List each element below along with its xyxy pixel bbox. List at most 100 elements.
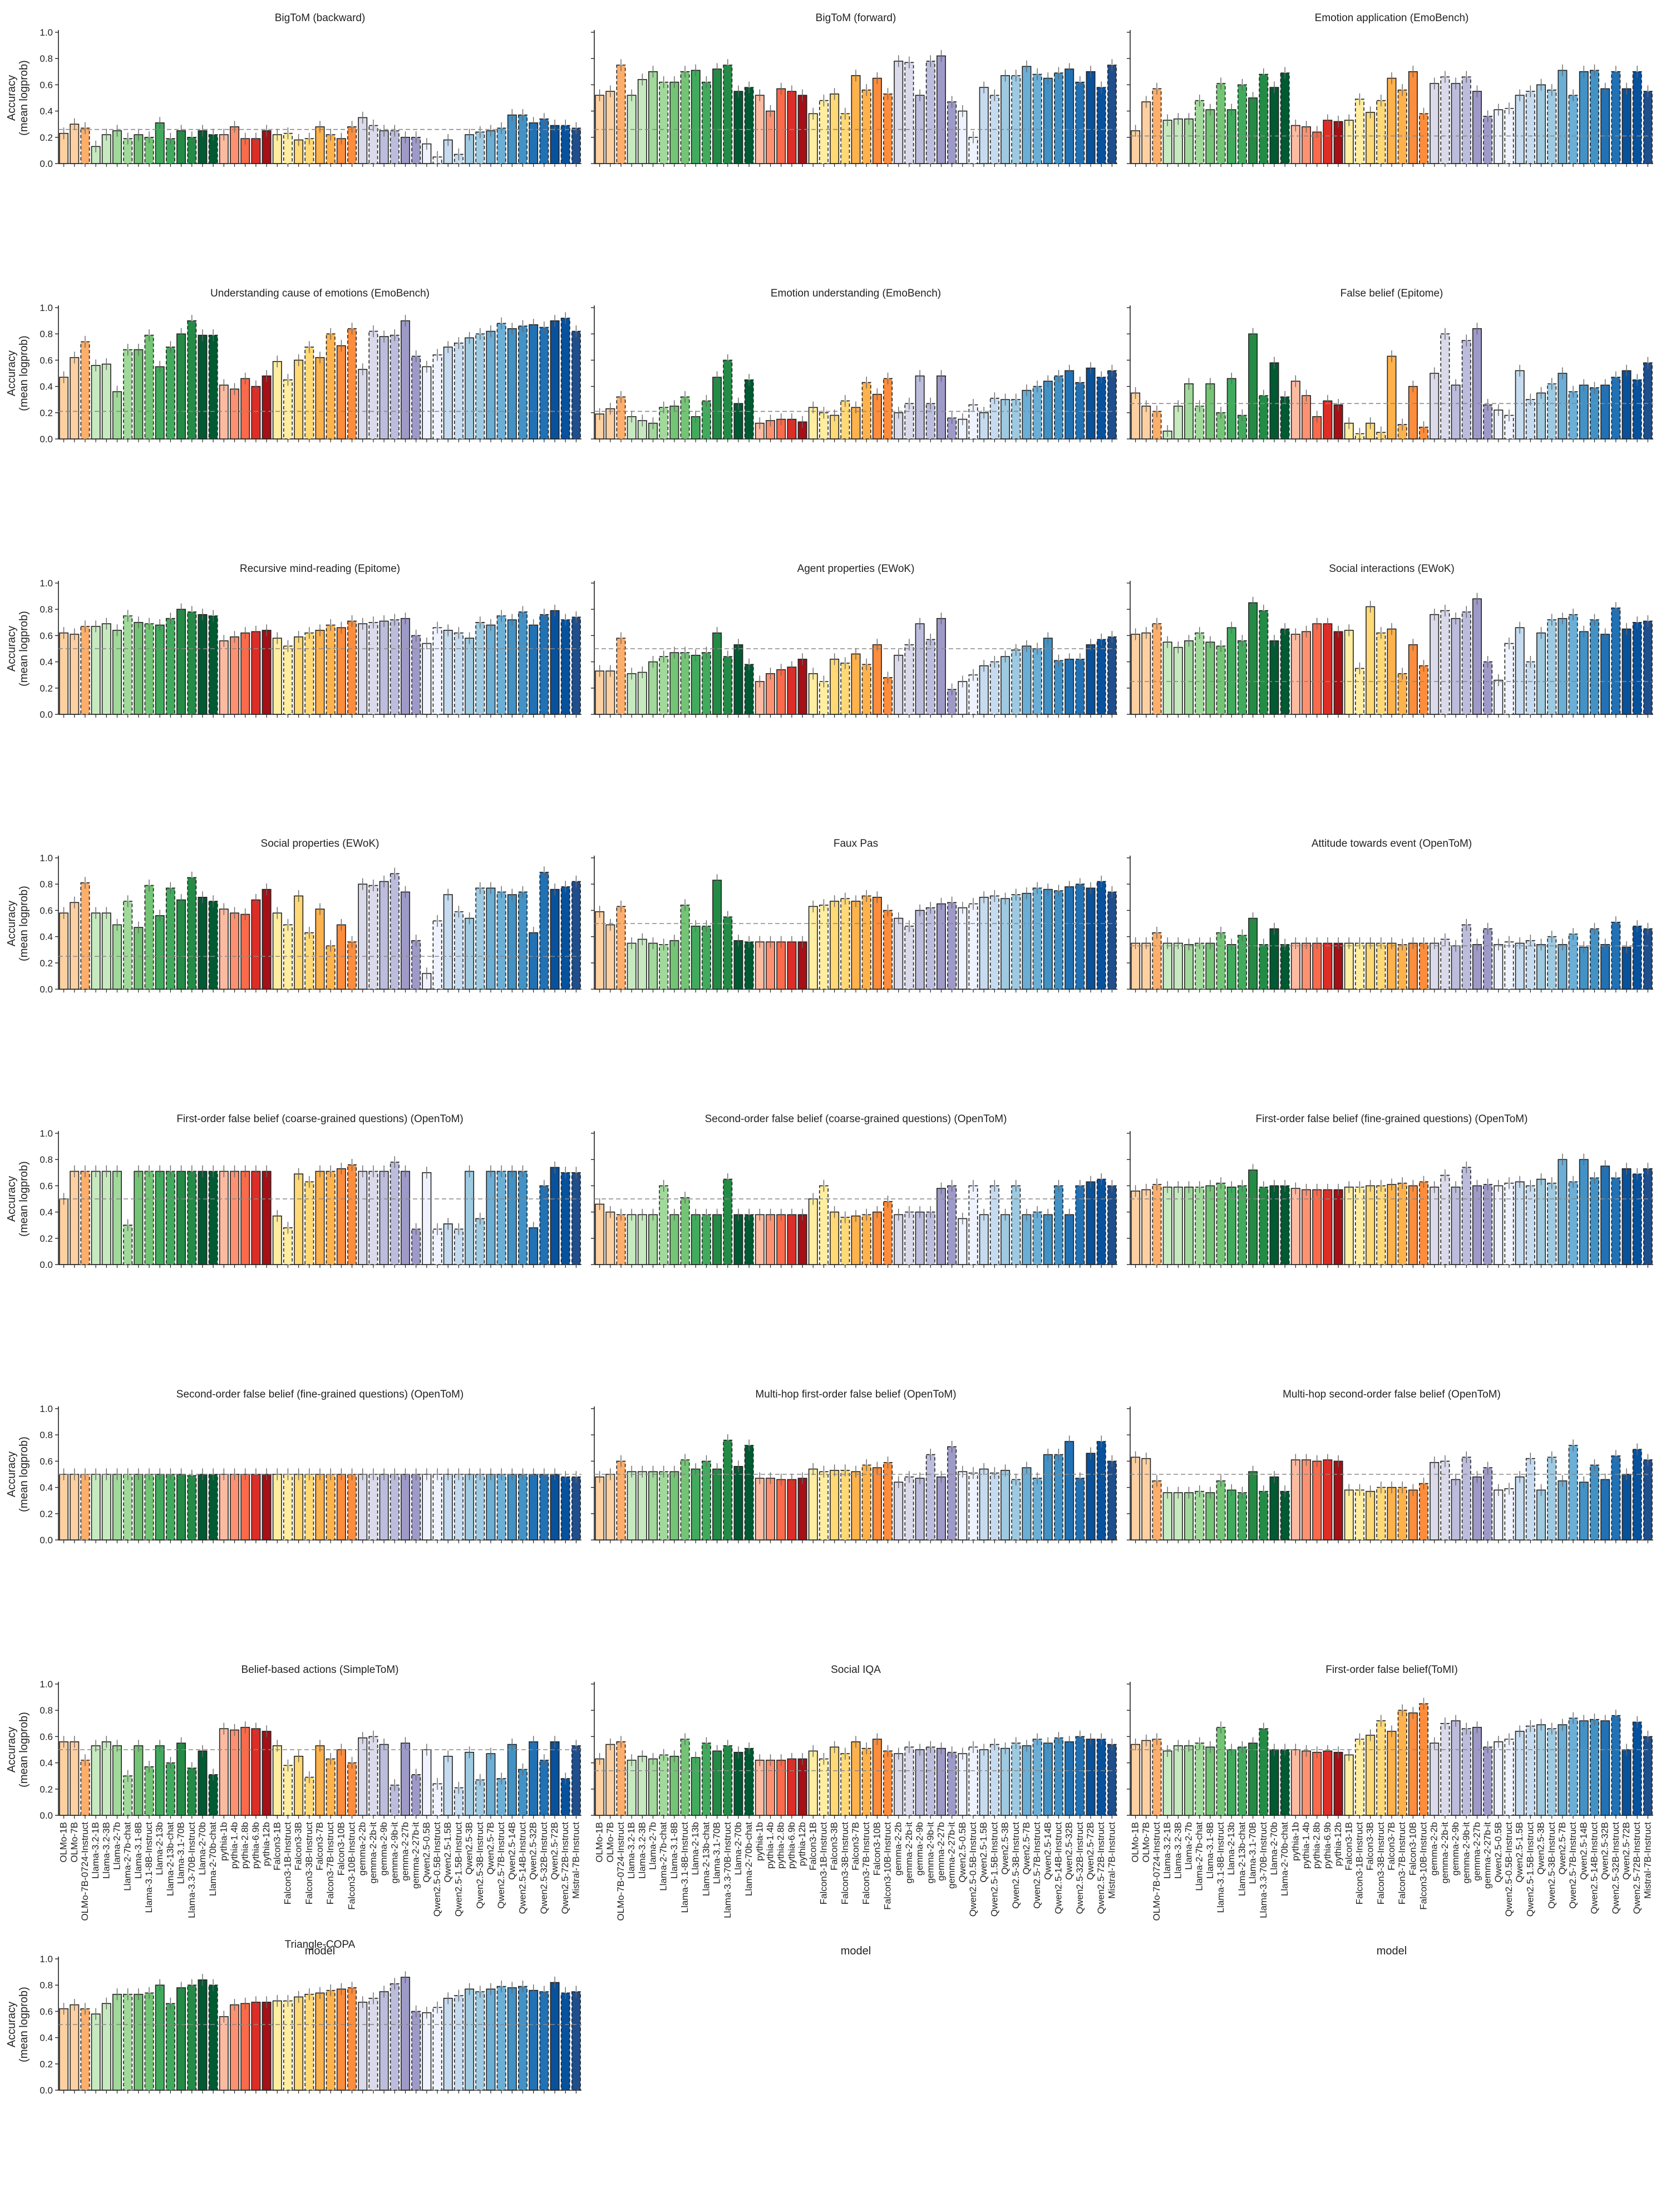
bar <box>1590 928 1599 990</box>
bar <box>637 672 647 715</box>
bar <box>422 1474 432 1540</box>
bar <box>1312 942 1322 990</box>
bar <box>1107 891 1117 990</box>
bar <box>336 1988 346 2091</box>
bar <box>947 902 957 990</box>
bar <box>1152 623 1162 715</box>
bar <box>134 1171 144 1265</box>
bar <box>787 1758 797 1816</box>
bar <box>1547 1456 1557 1540</box>
x-tick-label: Qwen2.5-3B-Instruct <box>1546 1822 1557 1909</box>
bar <box>723 916 733 990</box>
x-tick-label: pythia-1.4b <box>229 1822 240 1869</box>
bar <box>691 1214 701 1265</box>
x-tick-label: gemma-2-9b-it <box>389 1822 400 1884</box>
bar <box>1216 932 1226 990</box>
bar <box>550 1741 560 1816</box>
bar <box>723 1745 733 1816</box>
bar <box>198 334 208 440</box>
bar <box>219 1728 229 1816</box>
bar <box>1173 1492 1183 1540</box>
bar <box>925 1211 935 1265</box>
bar <box>411 356 421 440</box>
bar <box>744 941 754 990</box>
bar <box>101 912 111 990</box>
bar <box>669 1214 679 1265</box>
bar <box>1107 65 1117 164</box>
bar <box>1152 1184 1162 1265</box>
bar <box>1259 610 1269 715</box>
x-axis-label: model <box>1377 1945 1407 1957</box>
bar <box>496 1474 506 1540</box>
bar <box>155 366 165 440</box>
y-tick-label: 0.8 <box>40 1154 53 1165</box>
bar <box>1290 1749 1300 1816</box>
bar <box>1472 598 1482 715</box>
bar <box>1107 370 1117 440</box>
bar <box>787 1479 797 1540</box>
bar <box>1387 77 1397 164</box>
x-tick-label: gemma-2-9b-it <box>925 1822 935 1884</box>
bar <box>1064 886 1075 990</box>
x-tick-label: pythia-1b <box>218 1822 229 1861</box>
bar <box>1366 942 1376 990</box>
bar <box>1419 942 1429 990</box>
bar <box>1568 1445 1578 1540</box>
bar <box>400 320 410 440</box>
panel-20: First-order false belief(ToMI)OLMo-1B OLM… <box>1127 1664 1653 1957</box>
bar <box>1558 1480 1568 1540</box>
bar <box>1000 1747 1011 1816</box>
bar <box>1408 942 1418 990</box>
bar <box>176 609 186 715</box>
x-tick-label: Llama-2-70b <box>733 1822 743 1875</box>
bar <box>840 1217 850 1265</box>
bar <box>1096 377 1106 440</box>
bar <box>529 624 539 715</box>
bar <box>712 1214 722 1265</box>
bar <box>712 880 722 990</box>
bar <box>80 127 90 164</box>
bar <box>1440 1174 1450 1265</box>
bar <box>1312 1751 1322 1816</box>
bar <box>529 932 539 990</box>
bar <box>851 653 861 715</box>
bar <box>819 1758 829 1816</box>
bar <box>904 644 914 715</box>
panel-12: First-order false belief (coarse-grained… <box>6 1113 581 1270</box>
bar <box>861 895 871 990</box>
bar <box>1611 1715 1621 1816</box>
bar <box>496 1986 506 2091</box>
panel-title: Social properties (EWoK) <box>261 838 379 850</box>
bar <box>1184 383 1194 440</box>
bar <box>1333 121 1343 164</box>
bar <box>560 1172 570 1265</box>
bar <box>1131 942 1141 990</box>
bar <box>1419 113 1429 164</box>
bar <box>368 330 378 440</box>
y-tick-label: 0.0 <box>40 1810 53 1821</box>
y-tick-label: 0.2 <box>40 683 53 694</box>
bar <box>1430 373 1440 440</box>
bar <box>744 379 754 440</box>
x-tick-label: OLMo-7B <box>605 1822 615 1863</box>
bar <box>390 1983 400 2091</box>
bar <box>669 940 679 990</box>
y-tick-label: 0.0 <box>40 434 53 445</box>
bar <box>1226 378 1236 440</box>
x-tick-label: Qwen2.5-14B <box>506 1822 517 1880</box>
bar <box>390 1474 400 1540</box>
bar <box>475 1218 485 1265</box>
bar <box>112 1171 122 1265</box>
bar <box>400 891 410 990</box>
panel-title: Recursive mind-reading (Epitome) <box>240 563 400 575</box>
bar <box>176 1742 186 1816</box>
bar <box>819 1471 829 1540</box>
bar <box>1632 925 1642 990</box>
bar <box>1280 396 1290 440</box>
x-tick-label: Qwen2.5-7B-Instruct <box>496 1822 506 1909</box>
bar <box>219 384 229 440</box>
bar <box>230 912 240 990</box>
x-tick-label: OLMo-1B <box>1130 1822 1141 1863</box>
bar <box>165 138 175 164</box>
